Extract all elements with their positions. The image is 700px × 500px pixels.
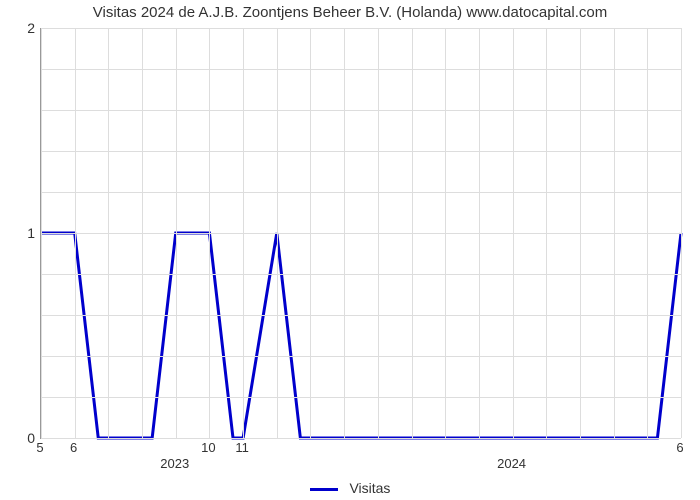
legend: Visitas (0, 480, 700, 496)
grid-horizontal (41, 69, 681, 70)
grid-horizontal (41, 315, 681, 316)
grid-vertical (681, 28, 682, 438)
legend-swatch (310, 488, 338, 491)
grid-horizontal (41, 151, 681, 152)
y-tick-label: 0 (5, 430, 35, 446)
x-tick-label: 6 (676, 440, 683, 455)
grid-horizontal (41, 233, 681, 234)
x-tick-label: 11 (235, 440, 249, 455)
chart-container: Visitas 2024 de A.J.B. Zoontjens Beheer … (0, 0, 700, 500)
grid-horizontal (41, 110, 681, 111)
line-series (41, 233, 681, 438)
chart-title: Visitas 2024 de A.J.B. Zoontjens Beheer … (0, 4, 700, 21)
legend-label: Visitas (349, 480, 390, 496)
x-tick-label: 6 (70, 440, 77, 455)
grid-horizontal (41, 356, 681, 357)
x-tick-label: 5 (36, 440, 43, 455)
x-year-label: 2024 (497, 456, 526, 471)
plot-area (40, 28, 681, 439)
x-tick-label: 10 (201, 440, 215, 455)
grid-horizontal (41, 438, 681, 439)
y-tick-label: 2 (5, 20, 35, 36)
grid-horizontal (41, 28, 681, 29)
y-tick-label: 1 (5, 225, 35, 241)
x-year-label: 2023 (160, 456, 189, 471)
grid-horizontal (41, 397, 681, 398)
grid-horizontal (41, 192, 681, 193)
grid-horizontal (41, 274, 681, 275)
